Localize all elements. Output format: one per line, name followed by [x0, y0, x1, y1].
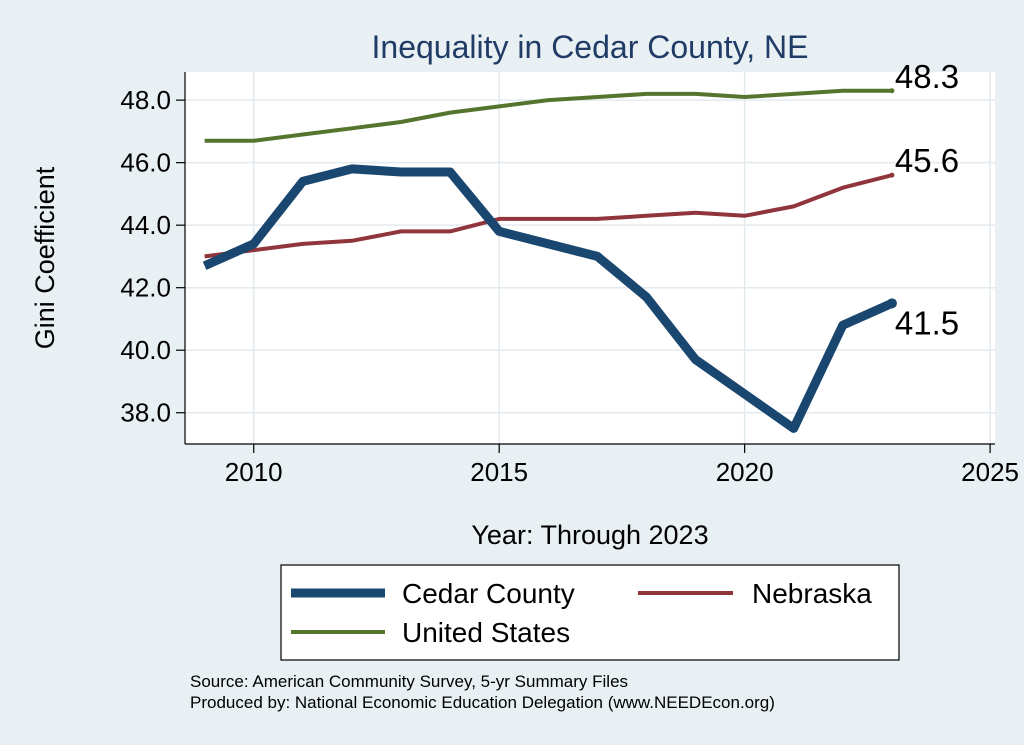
x-tick-label: 2020 — [716, 457, 774, 487]
x-tick-label: 2010 — [225, 457, 283, 487]
x-tick-label: 2025 — [961, 457, 1019, 487]
produced-by-note: Produced by: National Economic Education… — [190, 693, 775, 712]
chart-title: Inequality in Cedar County, NE — [372, 29, 809, 65]
x-axis-ticks: 2010 2015 2020 2025 — [225, 444, 1019, 487]
legend: Cedar County Nebraska United States — [280, 564, 900, 661]
y-tick-label: 40.0 — [120, 335, 171, 365]
x-axis-title: Year: Through 2023 — [471, 520, 708, 550]
legend-label-nebraska: Nebraska — [752, 578, 872, 609]
x-tick-label: 2015 — [470, 457, 528, 487]
end-label-united-states: 48.3 — [895, 58, 959, 95]
end-label-nebraska: 45.6 — [895, 142, 959, 179]
y-axis-title: Gini Coefficient — [30, 166, 60, 349]
y-tick-label: 46.0 — [120, 148, 171, 178]
legend-label-cedar-county: Cedar County — [402, 578, 575, 609]
source-note: Source: American Community Survey, 5-yr … — [190, 672, 628, 691]
series-end-point-cedar-county — [886, 298, 897, 309]
y-tick-label: 42.0 — [120, 273, 171, 303]
series-line-united-states — [204, 88, 892, 143]
legend-box — [280, 564, 900, 661]
y-axis-ticks: 38.0 40.0 42.0 44.0 46.0 48.0 — [120, 85, 185, 428]
end-label-cedar-county: 41.5 — [895, 304, 959, 341]
series-line-cedar-county — [202, 164, 894, 433]
series-end-point-nebraska — [889, 172, 895, 178]
y-tick-label: 48.0 — [120, 85, 171, 115]
y-tick-label: 38.0 — [120, 398, 171, 428]
legend-label-united-states: United States — [402, 617, 570, 648]
grid-lines — [185, 72, 995, 444]
y-tick-label: 44.0 — [120, 210, 171, 240]
series-end-point-united-states — [889, 88, 895, 94]
series-end-labels: 48.3 45.6 41.5 — [895, 58, 959, 342]
plot-area: 38.0 40.0 42.0 44.0 46.0 48.0 2010 2015 2020 202… — [120, 58, 1019, 487]
series-lines — [202, 88, 897, 433]
series-line-nebraska — [204, 173, 893, 259]
